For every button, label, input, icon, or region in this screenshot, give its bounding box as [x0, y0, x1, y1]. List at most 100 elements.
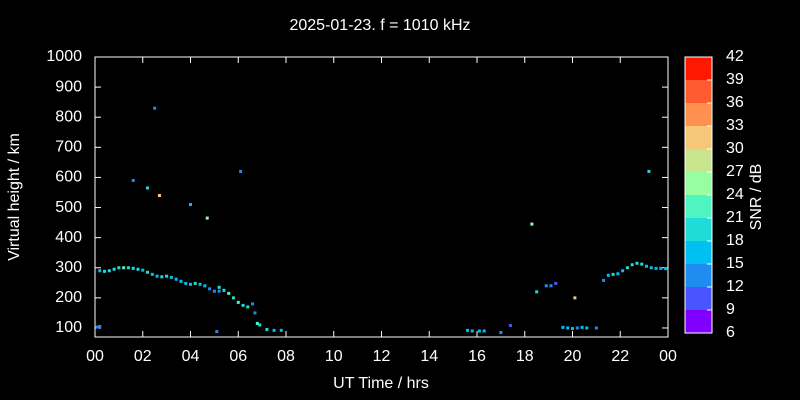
point [625, 266, 629, 270]
point [659, 266, 663, 270]
point [535, 290, 539, 294]
point [647, 169, 651, 173]
colorbar-tick-label: 36 [726, 94, 744, 111]
point [640, 262, 644, 266]
point [246, 305, 250, 309]
x-tick-label: 10 [325, 348, 343, 365]
y-tick-label: 700 [55, 139, 82, 156]
x-tick-label: 06 [229, 348, 247, 365]
colorbar-tick-label: 18 [726, 232, 744, 249]
colorbar-tick-label: 39 [726, 71, 744, 88]
colorbar-band [685, 287, 712, 310]
point [645, 264, 649, 268]
point [465, 328, 469, 332]
point [549, 284, 553, 288]
point [575, 326, 579, 330]
point [611, 272, 615, 276]
point [508, 324, 512, 328]
point [98, 269, 102, 273]
x-axis-label: UT Time / hrs [333, 375, 429, 392]
colorbar-tick-label: 24 [726, 186, 744, 203]
x-tick-label: 12 [373, 348, 391, 365]
point [193, 281, 197, 285]
colorbar-label: SNR / dB [748, 164, 765, 231]
y-tick-label: 1000 [46, 48, 82, 65]
point [499, 330, 503, 334]
point [544, 284, 548, 288]
colorbar-tick-label: 33 [726, 117, 744, 134]
point [241, 303, 245, 307]
y-tick-label: 400 [55, 229, 82, 246]
chart-title: 2025-01-23. f = 1010 kHz [289, 17, 470, 34]
point [208, 287, 212, 291]
colorbar-band [685, 149, 712, 172]
point [635, 261, 639, 265]
point [184, 281, 188, 285]
point [258, 323, 262, 327]
point [141, 268, 145, 272]
point [616, 272, 620, 276]
point [606, 273, 610, 277]
point [239, 169, 243, 173]
colorbar-band [685, 310, 712, 333]
colorbar-band [685, 241, 712, 264]
point [131, 178, 135, 182]
x-tick-label: 22 [611, 348, 629, 365]
colorbar-band [685, 57, 712, 80]
x-tick-label: 16 [468, 348, 486, 365]
x-tick-label: 00 [86, 348, 104, 365]
point [212, 289, 216, 293]
point [126, 266, 130, 270]
point [198, 282, 202, 286]
x-tick-label: 18 [516, 348, 534, 365]
point [179, 279, 183, 283]
point [165, 274, 169, 278]
x-tick-label: 04 [182, 348, 200, 365]
y-tick-label: 600 [55, 169, 82, 186]
colorbar-band [685, 218, 712, 241]
y-tick-label: 900 [55, 78, 82, 95]
x-tick-label: 08 [277, 348, 295, 365]
colorbar-tick-label: 6 [726, 324, 735, 341]
x-tick-label: 14 [420, 348, 438, 365]
colorbar-band [685, 103, 712, 126]
point [203, 284, 207, 288]
point [112, 267, 116, 271]
point [265, 327, 269, 331]
point [255, 321, 259, 325]
y-axis-label: Virtual height / km [6, 133, 23, 261]
colorbar-tick-label: 30 [726, 140, 744, 157]
point [155, 274, 159, 278]
point [174, 277, 178, 281]
y-tick-label: 300 [55, 259, 82, 276]
point [205, 216, 209, 220]
point [103, 269, 107, 273]
colorbar-band [685, 195, 712, 218]
point [649, 266, 653, 270]
point [585, 326, 589, 330]
point [566, 326, 570, 330]
point [272, 328, 276, 332]
point [150, 272, 154, 276]
y-tick-label: 800 [55, 108, 82, 125]
point [131, 266, 135, 270]
point [573, 296, 577, 300]
point [146, 270, 150, 274]
point [153, 106, 157, 110]
point [117, 266, 121, 270]
point [580, 325, 584, 329]
colorbar-tick-label: 15 [726, 255, 744, 272]
point [561, 325, 565, 329]
colorbar-band [685, 126, 712, 149]
point [227, 291, 231, 295]
point [107, 269, 111, 273]
colorbar-tick-label: 12 [726, 278, 744, 295]
point [160, 275, 164, 279]
x-tick-label: 02 [134, 348, 152, 365]
point [621, 269, 625, 273]
point [251, 302, 255, 306]
point [664, 267, 668, 271]
point [602, 278, 606, 282]
